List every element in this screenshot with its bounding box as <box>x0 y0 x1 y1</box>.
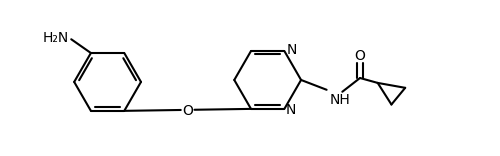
Text: NH: NH <box>330 93 350 107</box>
Text: N: N <box>286 103 296 117</box>
Text: O: O <box>354 49 366 63</box>
Text: O: O <box>182 104 193 118</box>
Text: H₂N: H₂N <box>43 31 70 45</box>
Text: N: N <box>286 43 296 57</box>
